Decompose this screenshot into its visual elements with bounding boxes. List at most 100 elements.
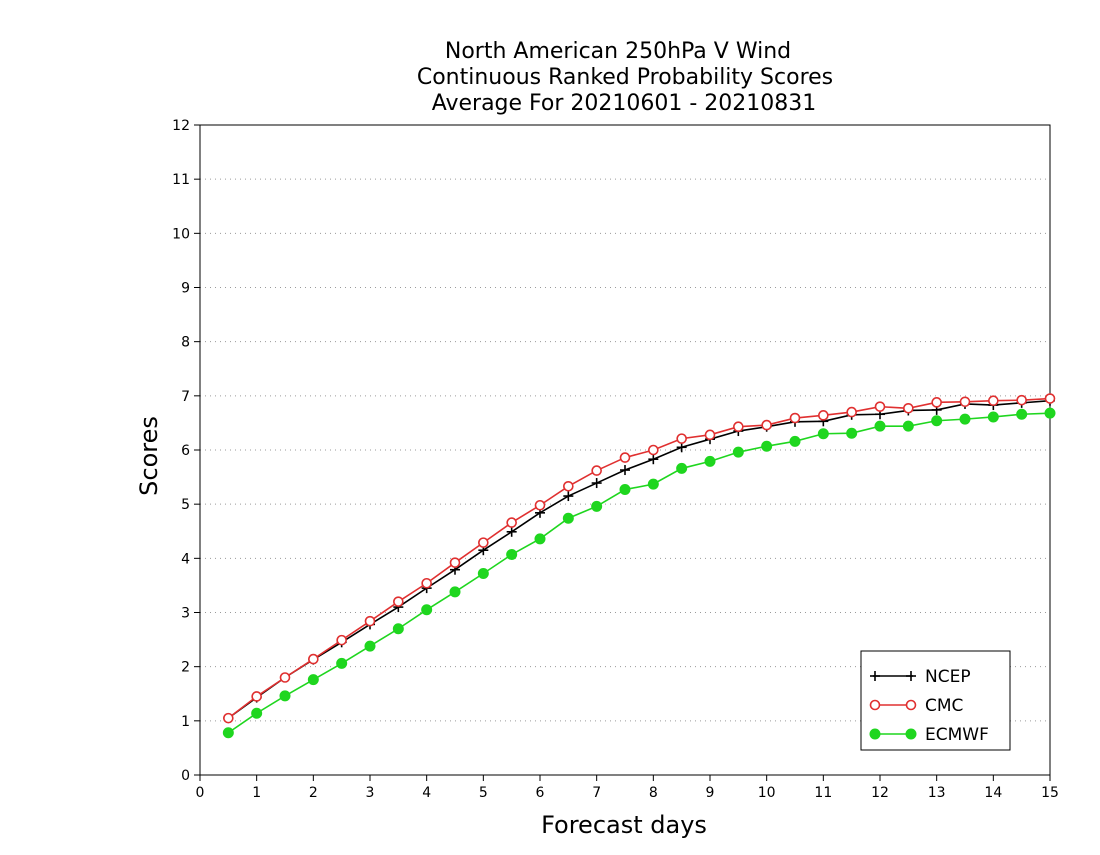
data-point-cmc — [874, 401, 886, 412]
y-tick-label: 8 — [181, 335, 190, 351]
data-point-ecmwf — [449, 586, 461, 598]
y-axis-title: Scores — [135, 416, 163, 496]
x-tick-label: 7 — [592, 785, 601, 801]
data-point-ncep — [676, 442, 687, 453]
data-point-cmc — [704, 429, 716, 441]
data-point-ecmwf — [761, 440, 773, 452]
legend-label-ncep: NCEP — [925, 667, 971, 687]
data-point-ncep — [506, 526, 517, 537]
data-point-cmc — [959, 396, 971, 408]
data-point-cmc — [818, 410, 829, 421]
data-point-cmc — [534, 499, 546, 511]
data-point-ecmwf — [279, 690, 291, 702]
x-tick-label: 12 — [871, 785, 889, 801]
legend-item-ecmwf: ECMWF — [869, 725, 989, 745]
data-point-cmc — [421, 577, 432, 589]
x-tick-label: 0 — [196, 785, 205, 801]
y-tick-label: 7 — [181, 389, 190, 405]
data-point-ncep — [591, 478, 602, 489]
data-point-cmc — [279, 672, 291, 683]
data-point-ecmwf — [732, 446, 744, 458]
x-tick-label: 4 — [422, 785, 431, 801]
data-point-ecmwf — [619, 484, 631, 496]
data-point-ecmwf — [506, 549, 518, 561]
x-tick-label: 9 — [706, 785, 715, 801]
data-point-cmc — [478, 537, 489, 548]
legend-marker-end-ecmwf — [905, 728, 917, 740]
data-point-cmc — [591, 465, 602, 476]
y-tick-label: 3 — [181, 606, 190, 622]
x-tick-label: 15 — [1041, 785, 1059, 801]
y-tick-label: 2 — [181, 660, 190, 676]
data-point-cmc — [223, 712, 234, 724]
data-point-cmc — [251, 691, 262, 702]
y-tick-label: 11 — [172, 172, 190, 188]
legend-marker-start-ecmwf — [869, 728, 881, 740]
data-point-cmc — [846, 406, 857, 418]
title-line-2: Continuous Ranked Probability Scores — [417, 65, 833, 90]
x-tick-label: 11 — [814, 785, 832, 801]
data-point-ncep — [648, 454, 659, 465]
x-tick-label: 3 — [366, 785, 375, 801]
data-point-ncep — [563, 491, 574, 502]
data-point-ecmwf — [931, 415, 943, 427]
data-point-ecmwf — [902, 420, 914, 432]
data-point-cmc — [733, 421, 744, 433]
data-point-cmc — [619, 452, 631, 463]
x-tick-label: 14 — [984, 785, 1002, 801]
data-point-ecmwf — [704, 455, 716, 467]
data-point-ecmwf — [591, 500, 603, 512]
series-cmc — [223, 393, 1056, 724]
data-point-ecmwf — [874, 420, 886, 432]
data-point-cmc — [931, 397, 942, 408]
y-tick-label: 4 — [181, 551, 190, 567]
data-point-ecmwf — [392, 623, 404, 635]
y-tick-label: 6 — [181, 443, 190, 459]
data-point-ncep — [620, 465, 630, 476]
data-point-cmc — [364, 615, 376, 627]
x-tick-label: 2 — [309, 785, 318, 801]
series-ecmwf — [222, 407, 1056, 739]
legend-marker-end-ncep — [906, 671, 916, 681]
data-point-cmc — [336, 634, 347, 646]
data-point-ecmwf — [364, 640, 376, 652]
data-point-cmc — [1044, 393, 1056, 404]
data-point-ecmwf — [534, 533, 546, 545]
y-tick-label: 12 — [172, 118, 190, 134]
x-axis-title: Forecast days — [541, 811, 707, 839]
legend-label-ecmwf: ECMWF — [925, 725, 989, 745]
x-tick-label: 6 — [536, 785, 545, 801]
data-point-cmc — [761, 419, 772, 431]
chart-title: North American 250hPa V Wind Continuous … — [417, 39, 833, 116]
legend: NCEP CMC ECMWF — [860, 650, 1011, 751]
data-point-ecmwf — [676, 462, 688, 474]
data-point-cmc — [449, 557, 461, 568]
x-tick-label: 10 — [758, 785, 776, 801]
data-point-ecmwf — [817, 428, 829, 440]
title-line-3: Average For 20210601 - 20210831 — [432, 91, 817, 116]
legend-item-ncep: NCEP — [870, 667, 971, 687]
data-point-ecmwf — [307, 674, 319, 686]
legend-marker-start-ncep — [870, 671, 880, 681]
data-point-ecmwf — [222, 727, 234, 739]
data-point-ecmwf — [562, 512, 574, 524]
x-tick-label: 5 — [479, 785, 488, 801]
y-tick-label: 10 — [172, 226, 190, 242]
legend-marker-end-cmc — [905, 699, 917, 711]
data-point-ecmwf — [1016, 408, 1028, 420]
data-point-ecmwf — [647, 478, 659, 490]
data-point-ecmwf — [1044, 407, 1056, 419]
data-point-cmc — [903, 402, 914, 414]
legend-marker-start-cmc — [869, 699, 881, 711]
data-point-ecmwf — [846, 427, 858, 439]
data-point-ecmwf — [336, 657, 348, 669]
legend-label-cmc: CMC — [925, 696, 963, 716]
data-point-cmc — [676, 433, 687, 444]
data-point-cmc — [308, 653, 319, 665]
x-tick-label: 8 — [649, 785, 658, 801]
y-tick-label: 5 — [181, 497, 190, 513]
data-series — [222, 393, 1056, 739]
legend-item-cmc: CMC — [869, 696, 963, 716]
data-point-ecmwf — [421, 604, 433, 616]
